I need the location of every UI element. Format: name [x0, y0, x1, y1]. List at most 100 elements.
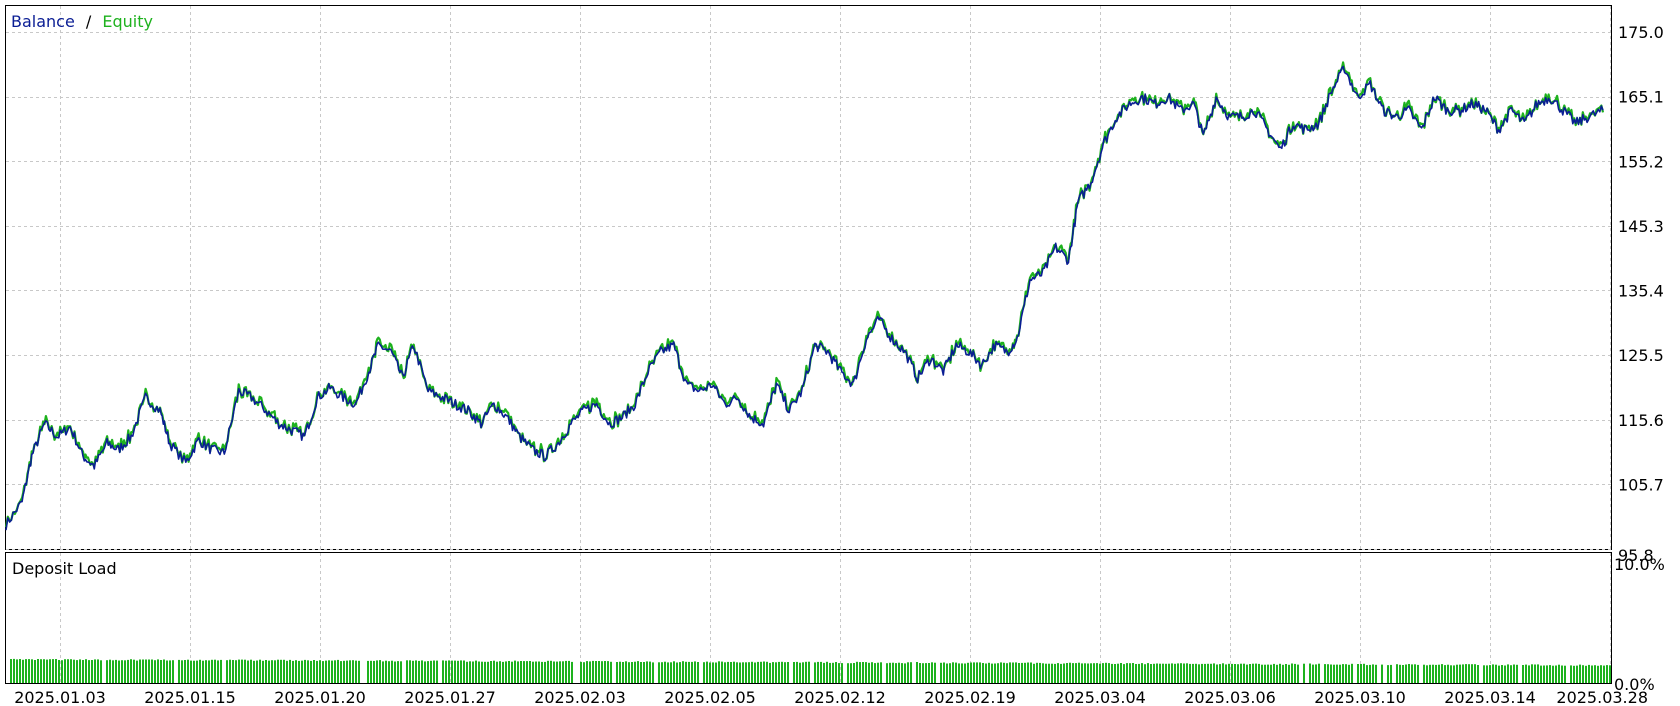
deposit-load-bar — [745, 662, 747, 683]
deposit-load-bar — [1297, 664, 1299, 683]
deposit-load-bar — [409, 660, 411, 683]
deposit-load-bar — [10, 659, 12, 683]
deposit-load-bar — [262, 660, 264, 683]
deposit-load-bar — [970, 662, 972, 683]
deposit-load-bar — [1585, 665, 1587, 683]
deposit-load-bar — [910, 662, 912, 683]
deposit-load-bar — [544, 661, 546, 683]
deposit-load-bar — [1357, 664, 1359, 683]
deposit-load-bar — [532, 661, 534, 683]
deposit-load-bar — [670, 662, 672, 683]
deposit-load-bar — [181, 660, 183, 683]
deposit-load-bar — [874, 663, 876, 683]
deposit-load-bar — [31, 659, 33, 683]
deposit-load-bar — [1471, 664, 1473, 683]
deposit-load-bar — [958, 663, 960, 683]
deposit-load-bar — [436, 660, 438, 683]
deposit-load-bar — [1570, 665, 1572, 683]
deposit-load-bar — [610, 661, 612, 683]
deposit-load-bar — [721, 661, 723, 683]
deposit-load-bar — [778, 661, 780, 683]
deposit-load-bar — [841, 663, 843, 683]
deposit-load-bar — [40, 659, 42, 683]
deposit-load-bar — [514, 660, 516, 683]
deposit-load-bar — [1117, 663, 1119, 683]
deposit-load-bar — [1027, 662, 1029, 683]
deposit-load-bar — [241, 659, 243, 683]
deposit-load-bar — [817, 661, 819, 683]
deposit-load-bar — [538, 661, 540, 683]
deposit-load-bar — [1309, 663, 1311, 683]
deposit-load-bar — [1402, 665, 1404, 683]
deposit-load-bar — [898, 662, 900, 683]
deposit-load-bar — [1213, 663, 1215, 683]
deposit-load-bar — [268, 660, 270, 683]
deposit-load-bar — [1060, 663, 1062, 683]
deposit-load-bar — [709, 662, 711, 683]
deposit-load-bar — [769, 662, 771, 683]
deposit-load-bar — [850, 663, 852, 683]
deposit-load-bar — [865, 662, 867, 683]
deposit-load-bar — [829, 662, 831, 683]
deposit-load-bar — [211, 659, 213, 683]
deposit-load-bar — [952, 662, 954, 683]
top-y-tick-labels: 175.0 165.1 155.2 145.3 135.4 125.5 115.6 105.7… — [1618, 23, 1664, 565]
deposit-load-bar — [895, 663, 897, 683]
deposit-load-bar — [52, 659, 54, 683]
deposit-load-bar — [190, 660, 192, 683]
deposit-load-bar — [1093, 663, 1095, 683]
deposit-load-bar — [994, 663, 996, 683]
deposit-load-bar — [382, 661, 384, 683]
deposit-load-bar — [724, 662, 726, 683]
deposit-load-bar — [1240, 663, 1242, 683]
deposit-load-bar — [1033, 663, 1035, 683]
deposit-load-bar — [220, 659, 222, 683]
deposit-load-bar — [1264, 664, 1266, 683]
deposit-load-bar — [1258, 663, 1260, 683]
deposit-load-bar — [1270, 664, 1272, 683]
deposit-load-bar — [76, 660, 78, 683]
deposit-load-bar — [232, 660, 234, 683]
deposit-load-bar — [1423, 664, 1425, 683]
deposit-load-bar — [982, 663, 984, 683]
deposit-load-bar — [277, 659, 279, 683]
deposit-load-bar — [592, 660, 594, 683]
deposit-load-bar — [1150, 664, 1152, 683]
deposit-load-bar — [1549, 665, 1551, 683]
deposit-load-bar — [49, 659, 51, 683]
top-panel-grid — [6, 6, 1611, 550]
deposit-load-bar — [763, 661, 765, 683]
deposit-load-bar — [754, 662, 756, 683]
deposit-load-bar — [1408, 664, 1410, 683]
deposit-load-bar — [553, 661, 555, 683]
deposit-load-bar — [295, 660, 297, 683]
x-tick-label: 2025.01.15 — [144, 688, 236, 706]
deposit-load-bar — [298, 660, 300, 683]
deposit-load-bar — [964, 663, 966, 683]
deposit-load-bar — [1369, 664, 1371, 683]
deposit-load-bar — [121, 660, 123, 683]
deposit-load-bar — [1147, 663, 1149, 683]
deposit-load-bar — [1537, 664, 1539, 683]
x-tick-label: 2025.02.19 — [924, 688, 1016, 706]
deposit-load-bar — [34, 660, 36, 683]
deposit-load-bar — [1231, 663, 1233, 683]
deposit-load-bar — [1255, 663, 1257, 683]
deposit-load-bar — [667, 662, 669, 683]
deposit-load-bar — [1000, 662, 1002, 683]
deposit-load-bar — [355, 660, 357, 683]
deposit-load-bar — [1165, 663, 1167, 683]
deposit-load-bar — [445, 660, 447, 683]
deposit-load-bar — [1219, 664, 1221, 683]
deposit-load-bar — [517, 661, 519, 683]
deposit-load-bar — [1447, 664, 1449, 683]
bottom-panel-frame — [5, 552, 1612, 684]
deposit-load-bar — [1075, 663, 1077, 683]
deposit-load-bar — [442, 660, 444, 683]
deposit-load-bar — [1051, 663, 1053, 683]
deposit-load-bar — [313, 660, 315, 683]
deposit-load-bar — [274, 660, 276, 683]
deposit-load-bar — [868, 662, 870, 683]
deposit-load-bar — [1438, 664, 1440, 683]
deposit-load-bar — [43, 659, 45, 683]
